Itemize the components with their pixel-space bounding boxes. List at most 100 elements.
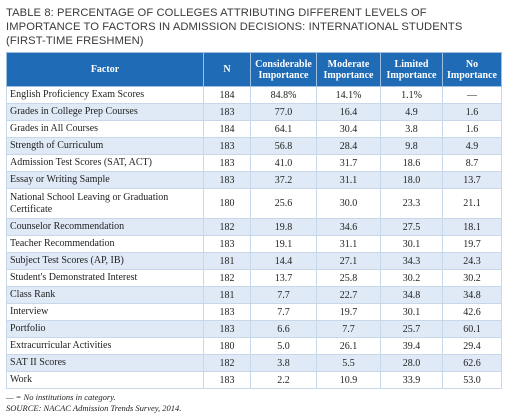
cell-none: 29.4 <box>442 337 502 355</box>
cell-moderate: 10.9 <box>316 371 381 389</box>
cell-moderate: 22.7 <box>316 286 381 304</box>
cell-factor: Work <box>6 371 204 389</box>
table-body: English Proficiency Exam Scores 184 84.8% 1… <box>6 86 502 389</box>
cell-moderate: 27.1 <box>316 252 381 270</box>
cell-limited: 3.8 <box>380 120 443 138</box>
cell-n: 182 <box>203 354 251 372</box>
table-row: Essay or Writing Sample 183 37.2 31.1 18.0 13… <box>6 171 502 189</box>
table-row: Student's Demonstrated Interest 182 13.7 25… <box>6 269 502 287</box>
cell-considerable: 37.2 <box>250 171 317 189</box>
cell-n: 181 <box>203 286 251 304</box>
header-none: No Importance <box>442 52 502 87</box>
cell-factor: Grades in All Courses <box>6 120 204 138</box>
cell-none: 1.6 <box>442 120 502 138</box>
table-row: Grades in College Prep Courses 183 77.0 16.… <box>6 103 502 121</box>
table-row: Teacher Recommendation 183 19.1 31.1 30.1 19.… <box>6 235 502 253</box>
cell-moderate: 19.7 <box>316 303 381 321</box>
cell-limited: 34.8 <box>380 286 443 304</box>
cell-limited: 18.0 <box>380 171 443 189</box>
cell-considerable: 56.8 <box>250 137 317 155</box>
cell-considerable: 14.4 <box>250 252 317 270</box>
cell-considerable: 5.0 <box>250 337 317 355</box>
cell-n: 182 <box>203 269 251 287</box>
cell-moderate: 26.1 <box>316 337 381 355</box>
source-note: SOURCE: NACAC Admission Trends Survey, 2… <box>6 403 182 413</box>
cell-factor: Essay or Writing Sample <box>6 171 204 189</box>
cell-factor: English Proficiency Exam Scores <box>6 86 204 104</box>
cell-moderate: 30.4 <box>316 120 381 138</box>
cell-limited: 25.7 <box>380 320 443 338</box>
cell-factor: Admission Test Scores (SAT, ACT) <box>6 154 204 172</box>
cell-moderate: 31.1 <box>316 235 381 253</box>
cell-considerable: 19.8 <box>250 218 317 236</box>
table-row: National School Leaving or Graduation Ce… <box>6 188 502 219</box>
table-title: TABLE 8: PERCENTAGE OF COLLEGES ATTRIBUT… <box>6 7 463 47</box>
cell-moderate: 5.5 <box>316 354 381 372</box>
table-notes: — = No institutions in category. SOURCE:… <box>6 392 501 414</box>
cell-n: 183 <box>203 320 251 338</box>
table-row: Interview 183 7.7 19.7 30.1 42.6 <box>6 303 502 321</box>
table-row: Portfolio 183 6.6 7.7 25.7 60.1 <box>6 320 502 338</box>
cell-limited: 39.4 <box>380 337 443 355</box>
cell-moderate: 25.8 <box>316 269 381 287</box>
header-row: Factor N Considerable Importance Moderat… <box>6 52 502 87</box>
table-row: Work 183 2.2 10.9 33.9 53.0 <box>6 371 502 389</box>
cell-factor: Extracurricular Activities <box>6 337 204 355</box>
cell-n: 180 <box>203 337 251 355</box>
cell-n: 183 <box>203 171 251 189</box>
cell-n: 183 <box>203 154 251 172</box>
cell-factor: Strength of Curriculum <box>6 137 204 155</box>
cell-none: 30.2 <box>442 269 502 287</box>
cell-considerable: 7.7 <box>250 303 317 321</box>
cell-none: 42.6 <box>442 303 502 321</box>
cell-moderate: 31.7 <box>316 154 381 172</box>
cell-none: 24.3 <box>442 252 502 270</box>
cell-moderate: 30.0 <box>316 188 381 219</box>
cell-moderate: 16.4 <box>316 103 381 121</box>
dash-note: — = No institutions in category. <box>6 392 116 402</box>
cell-factor: SAT II Scores <box>6 354 204 372</box>
cell-n: 184 <box>203 120 251 138</box>
cell-none: 34.8 <box>442 286 502 304</box>
cell-considerable: 13.7 <box>250 269 317 287</box>
cell-limited: 27.5 <box>380 218 443 236</box>
table-row: Subject Test Scores (AP, IB) 181 14.4 27.1 3… <box>6 252 502 270</box>
cell-limited: 30.1 <box>380 235 443 253</box>
header-moderate: Moderate Importance <box>316 52 381 87</box>
cell-none: 18.1 <box>442 218 502 236</box>
header-factor: Factor <box>6 52 204 87</box>
cell-none: 1.6 <box>442 103 502 121</box>
cell-none: 8.7 <box>442 154 502 172</box>
cell-factor: Grades in College Prep Courses <box>6 103 204 121</box>
cell-limited: 34.3 <box>380 252 443 270</box>
table-row: Counselor Recommendation 182 19.8 34.6 27.5 1… <box>6 218 502 236</box>
cell-considerable: 3.8 <box>250 354 317 372</box>
cell-limited: 4.9 <box>380 103 443 121</box>
cell-moderate: 31.1 <box>316 171 381 189</box>
header-limited: Limited Importance <box>380 52 443 87</box>
cell-limited: 9.8 <box>380 137 443 155</box>
cell-n: 180 <box>203 188 251 219</box>
cell-factor: Counselor Recommendation <box>6 218 204 236</box>
cell-considerable: 77.0 <box>250 103 317 121</box>
table-row: Admission Test Scores (SAT, ACT) 183 41.0 3… <box>6 154 502 172</box>
cell-factor: Portfolio <box>6 320 204 338</box>
cell-factor: National School Leaving or Graduation Ce… <box>6 188 204 219</box>
cell-none: 13.7 <box>442 171 502 189</box>
cell-n: 183 <box>203 137 251 155</box>
cell-none: 60.1 <box>442 320 502 338</box>
header-considerable: Considerable Importance <box>250 52 317 87</box>
table-row: SAT II Scores 182 3.8 5.5 28.0 62.6 <box>6 354 502 372</box>
cell-n: 183 <box>203 303 251 321</box>
cell-considerable: 41.0 <box>250 154 317 172</box>
cell-limited: 30.2 <box>380 269 443 287</box>
data-table: Factor N Considerable Importance Moderat… <box>6 52 502 389</box>
cell-none: 53.0 <box>442 371 502 389</box>
cell-factor: Teacher Recommendation <box>6 235 204 253</box>
cell-considerable: 2.2 <box>250 371 317 389</box>
cell-limited: 1.1% <box>380 86 443 104</box>
cell-factor: Student's Demonstrated Interest <box>6 269 204 287</box>
cell-moderate: 14.1% <box>316 86 381 104</box>
cell-moderate: 7.7 <box>316 320 381 338</box>
